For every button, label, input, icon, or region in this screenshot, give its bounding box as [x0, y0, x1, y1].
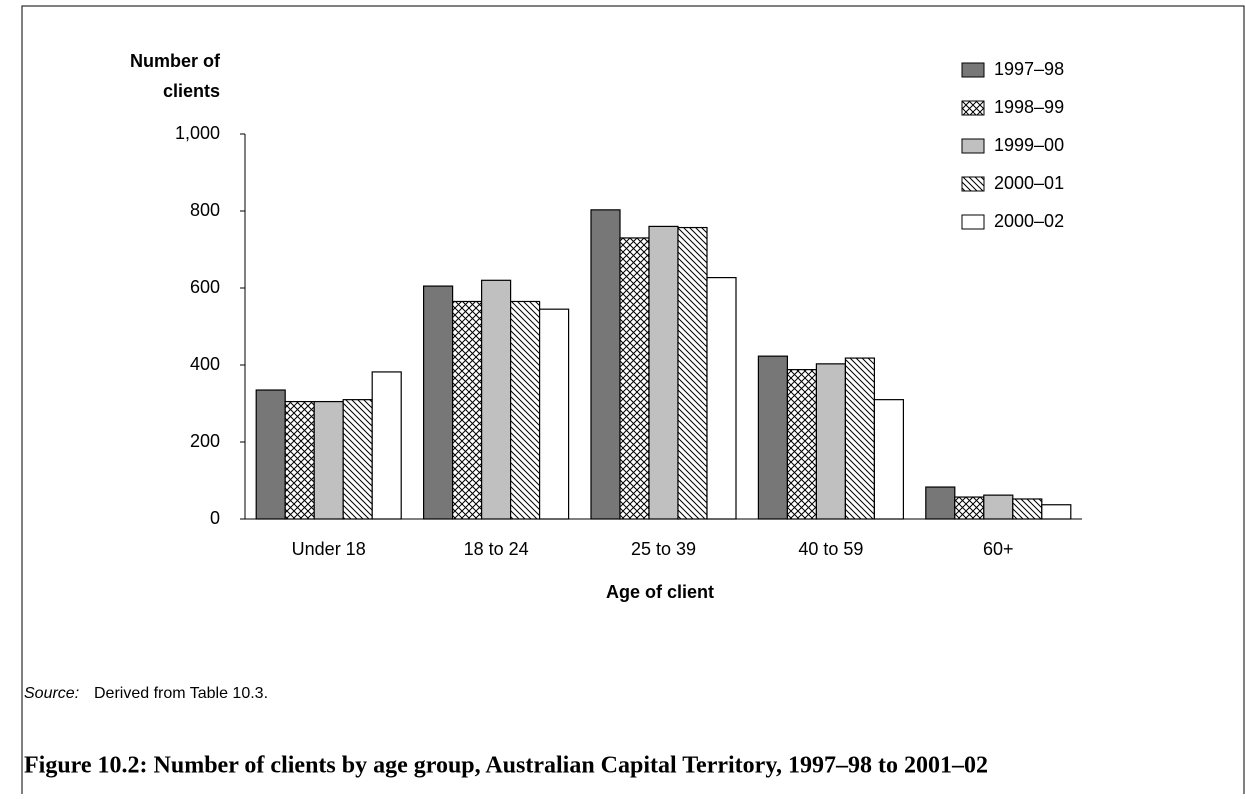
legend-label: 2000–02	[994, 211, 1064, 231]
bar	[925, 486, 956, 520]
source-text: Derived from Table 10.3.	[94, 685, 268, 702]
x-tick-label: 40 to 59	[798, 539, 863, 559]
bar	[757, 355, 789, 520]
x-tick-label: 18 to 24	[464, 539, 529, 559]
legend-label: 2000–01	[994, 173, 1064, 193]
y-tick-label: 200	[190, 431, 220, 451]
bar	[1041, 504, 1072, 520]
bar	[619, 237, 650, 520]
legend-label: 1997–98	[994, 59, 1064, 79]
bar	[371, 371, 402, 520]
y-tick-label: 800	[190, 200, 220, 220]
x-tick-label: Under 18	[292, 539, 366, 559]
y-tick-label: 600	[190, 277, 220, 297]
y-tick-label: 400	[190, 354, 220, 374]
bar	[313, 400, 344, 520]
y-axis-label: Number of	[130, 51, 221, 71]
bar	[342, 399, 373, 520]
source-label: Source:	[24, 685, 79, 702]
legend-swatch	[961, 100, 985, 116]
bar	[954, 496, 985, 520]
y-axis-label: clients	[163, 81, 220, 101]
bar	[844, 357, 876, 520]
bar	[677, 226, 708, 520]
frame	[21, 5, 1245, 794]
legend-swatch	[961, 176, 985, 192]
bar	[590, 209, 621, 520]
bar	[255, 389, 286, 520]
bar	[284, 400, 315, 520]
bar	[786, 369, 818, 520]
bar	[1012, 498, 1043, 520]
y-tick-label: 0	[210, 508, 220, 528]
bar	[481, 279, 512, 520]
legend-swatch	[961, 214, 985, 230]
bar	[815, 363, 847, 520]
legend-swatch	[961, 138, 985, 154]
bar	[706, 277, 737, 520]
bar	[510, 300, 541, 520]
bar	[452, 300, 483, 520]
x-axis-label: Age of client	[606, 582, 714, 602]
bar	[538, 308, 570, 520]
bar	[423, 285, 454, 520]
caption: Figure 10.2: Number of clients by age gr…	[24, 753, 988, 779]
y-tick-label: 1,000	[175, 123, 220, 143]
x-tick-label: 60+	[983, 539, 1014, 559]
legend-label: 1998–99	[994, 97, 1064, 117]
bar	[648, 225, 679, 520]
x-tick-label: 25 to 39	[631, 539, 696, 559]
bar	[873, 399, 905, 520]
legend-swatch	[961, 62, 985, 78]
bar	[983, 494, 1014, 520]
legend-label: 1999–00	[994, 135, 1064, 155]
